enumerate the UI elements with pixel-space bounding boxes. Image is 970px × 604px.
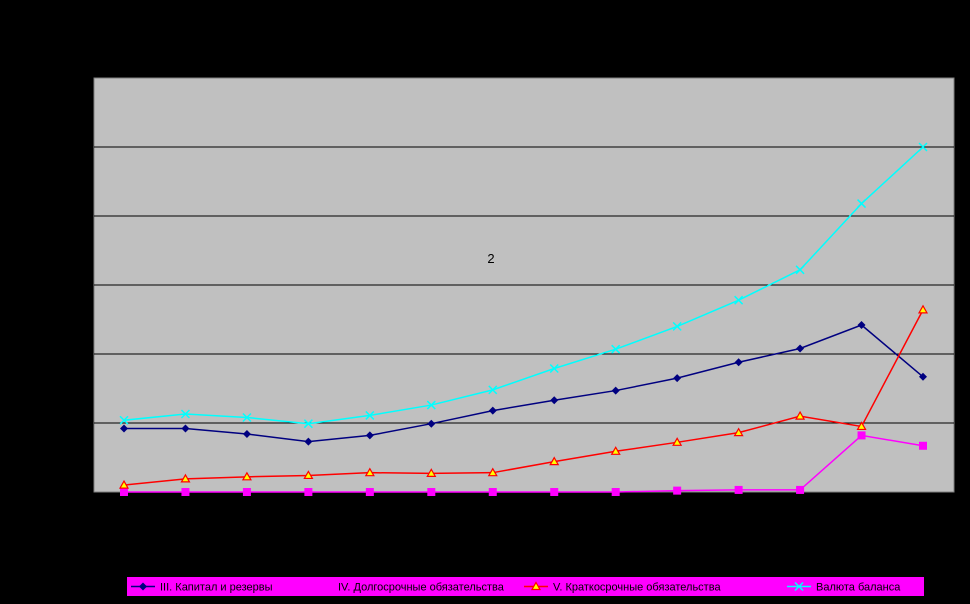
legend: III. Капитал и резервы IV. Долгосрочные о… bbox=[127, 577, 924, 596]
series-line bbox=[124, 434, 924, 493]
legend-label: V. Краткосрочные обязательства bbox=[553, 582, 721, 594]
data-point bbox=[242, 412, 252, 423]
data-point bbox=[733, 427, 744, 437]
legend-label: III. Капитал и резервы bbox=[160, 582, 273, 594]
data-point bbox=[303, 419, 313, 429]
data-point bbox=[672, 437, 683, 446]
data-point bbox=[919, 441, 927, 450]
legend-swatch-marker bbox=[530, 581, 542, 591]
data-point bbox=[364, 467, 375, 477]
legend-item: IV. Долгосрочные обязательства bbox=[309, 582, 505, 594]
data-point bbox=[856, 421, 867, 431]
data-point bbox=[734, 485, 743, 494]
series-layer bbox=[118, 142, 929, 496]
data-point bbox=[118, 479, 130, 489]
legend-item: Валюта баланса bbox=[787, 582, 901, 594]
data-point bbox=[180, 409, 190, 419]
data-point bbox=[611, 386, 620, 395]
data-point bbox=[488, 385, 498, 395]
data-point bbox=[796, 344, 805, 353]
series-2 bbox=[120, 431, 927, 496]
data-point bbox=[734, 295, 744, 305]
data-point bbox=[549, 456, 560, 466]
data-point bbox=[611, 488, 620, 496]
data-point bbox=[365, 410, 375, 420]
data-point bbox=[427, 488, 436, 496]
data-point bbox=[303, 470, 314, 480]
data-point bbox=[917, 304, 929, 314]
data-point bbox=[919, 372, 927, 381]
data-point bbox=[673, 374, 682, 383]
data-point bbox=[610, 446, 621, 455]
series-3 bbox=[118, 304, 929, 489]
data-point bbox=[304, 488, 313, 496]
data-point bbox=[673, 486, 682, 495]
data-point bbox=[180, 473, 191, 483]
data-point bbox=[549, 363, 559, 374]
data-point bbox=[488, 406, 497, 415]
series-4 bbox=[119, 142, 928, 429]
series-1 bbox=[120, 321, 927, 446]
data-point bbox=[120, 488, 128, 496]
data-point bbox=[857, 321, 866, 330]
legend-item: V. Краткосрочные обязательства bbox=[524, 581, 721, 594]
data-point bbox=[796, 485, 805, 494]
data-point bbox=[304, 437, 313, 446]
data-point bbox=[795, 410, 806, 420]
legend-swatch-marker bbox=[317, 582, 325, 591]
data-point bbox=[181, 488, 190, 496]
data-point bbox=[242, 430, 251, 439]
data-point bbox=[426, 468, 437, 477]
data-point bbox=[672, 321, 682, 331]
data-point bbox=[120, 424, 128, 433]
data-point bbox=[181, 424, 190, 433]
data-point bbox=[426, 400, 436, 410]
data-point bbox=[119, 415, 129, 425]
legend-swatch-marker bbox=[794, 581, 804, 592]
data-point bbox=[242, 488, 251, 496]
data-point bbox=[795, 265, 805, 275]
legend-label: Валюта баланса bbox=[816, 582, 901, 594]
series-line bbox=[123, 309, 924, 486]
data-point bbox=[365, 488, 374, 496]
legend-swatch-marker bbox=[139, 582, 147, 591]
legend-item: III. Капитал и резервы bbox=[131, 582, 273, 594]
data-point bbox=[427, 419, 436, 428]
chart-annotation: 2 bbox=[487, 251, 494, 266]
legend-label: IV. Долгосрочные обязательства bbox=[338, 582, 505, 594]
data-point bbox=[241, 471, 252, 481]
data-point bbox=[550, 488, 559, 496]
series-line bbox=[123, 146, 924, 425]
gridlines bbox=[94, 146, 954, 424]
data-point bbox=[611, 344, 621, 354]
data-point bbox=[550, 396, 559, 405]
data-point bbox=[487, 467, 498, 477]
data-point bbox=[734, 358, 743, 367]
data-point bbox=[365, 431, 374, 440]
series-line bbox=[124, 324, 924, 443]
data-point bbox=[488, 488, 497, 496]
data-point bbox=[857, 199, 867, 209]
data-point bbox=[857, 431, 866, 440]
data-point bbox=[918, 142, 928, 152]
